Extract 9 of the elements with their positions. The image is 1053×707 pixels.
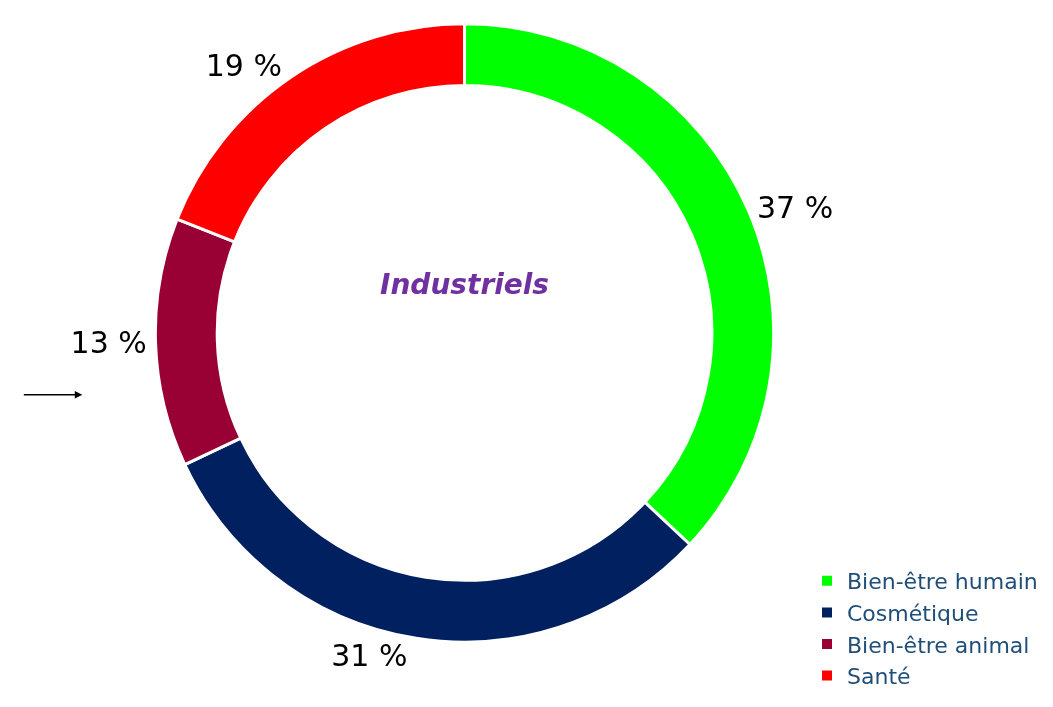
data-label: 37 % [756, 189, 834, 225]
data-label: 31 % [331, 637, 408, 673]
data-label: 13 % [70, 325, 147, 361]
legend-label: Cosmétique [847, 600, 979, 626]
data-label: 19 % [205, 47, 282, 83]
legend-label: Santé [847, 664, 911, 690]
text: Industriels [380, 268, 550, 301]
legend-label: Bien-être animal [847, 632, 1030, 658]
legend-label: Bien-être humain [847, 569, 1038, 595]
